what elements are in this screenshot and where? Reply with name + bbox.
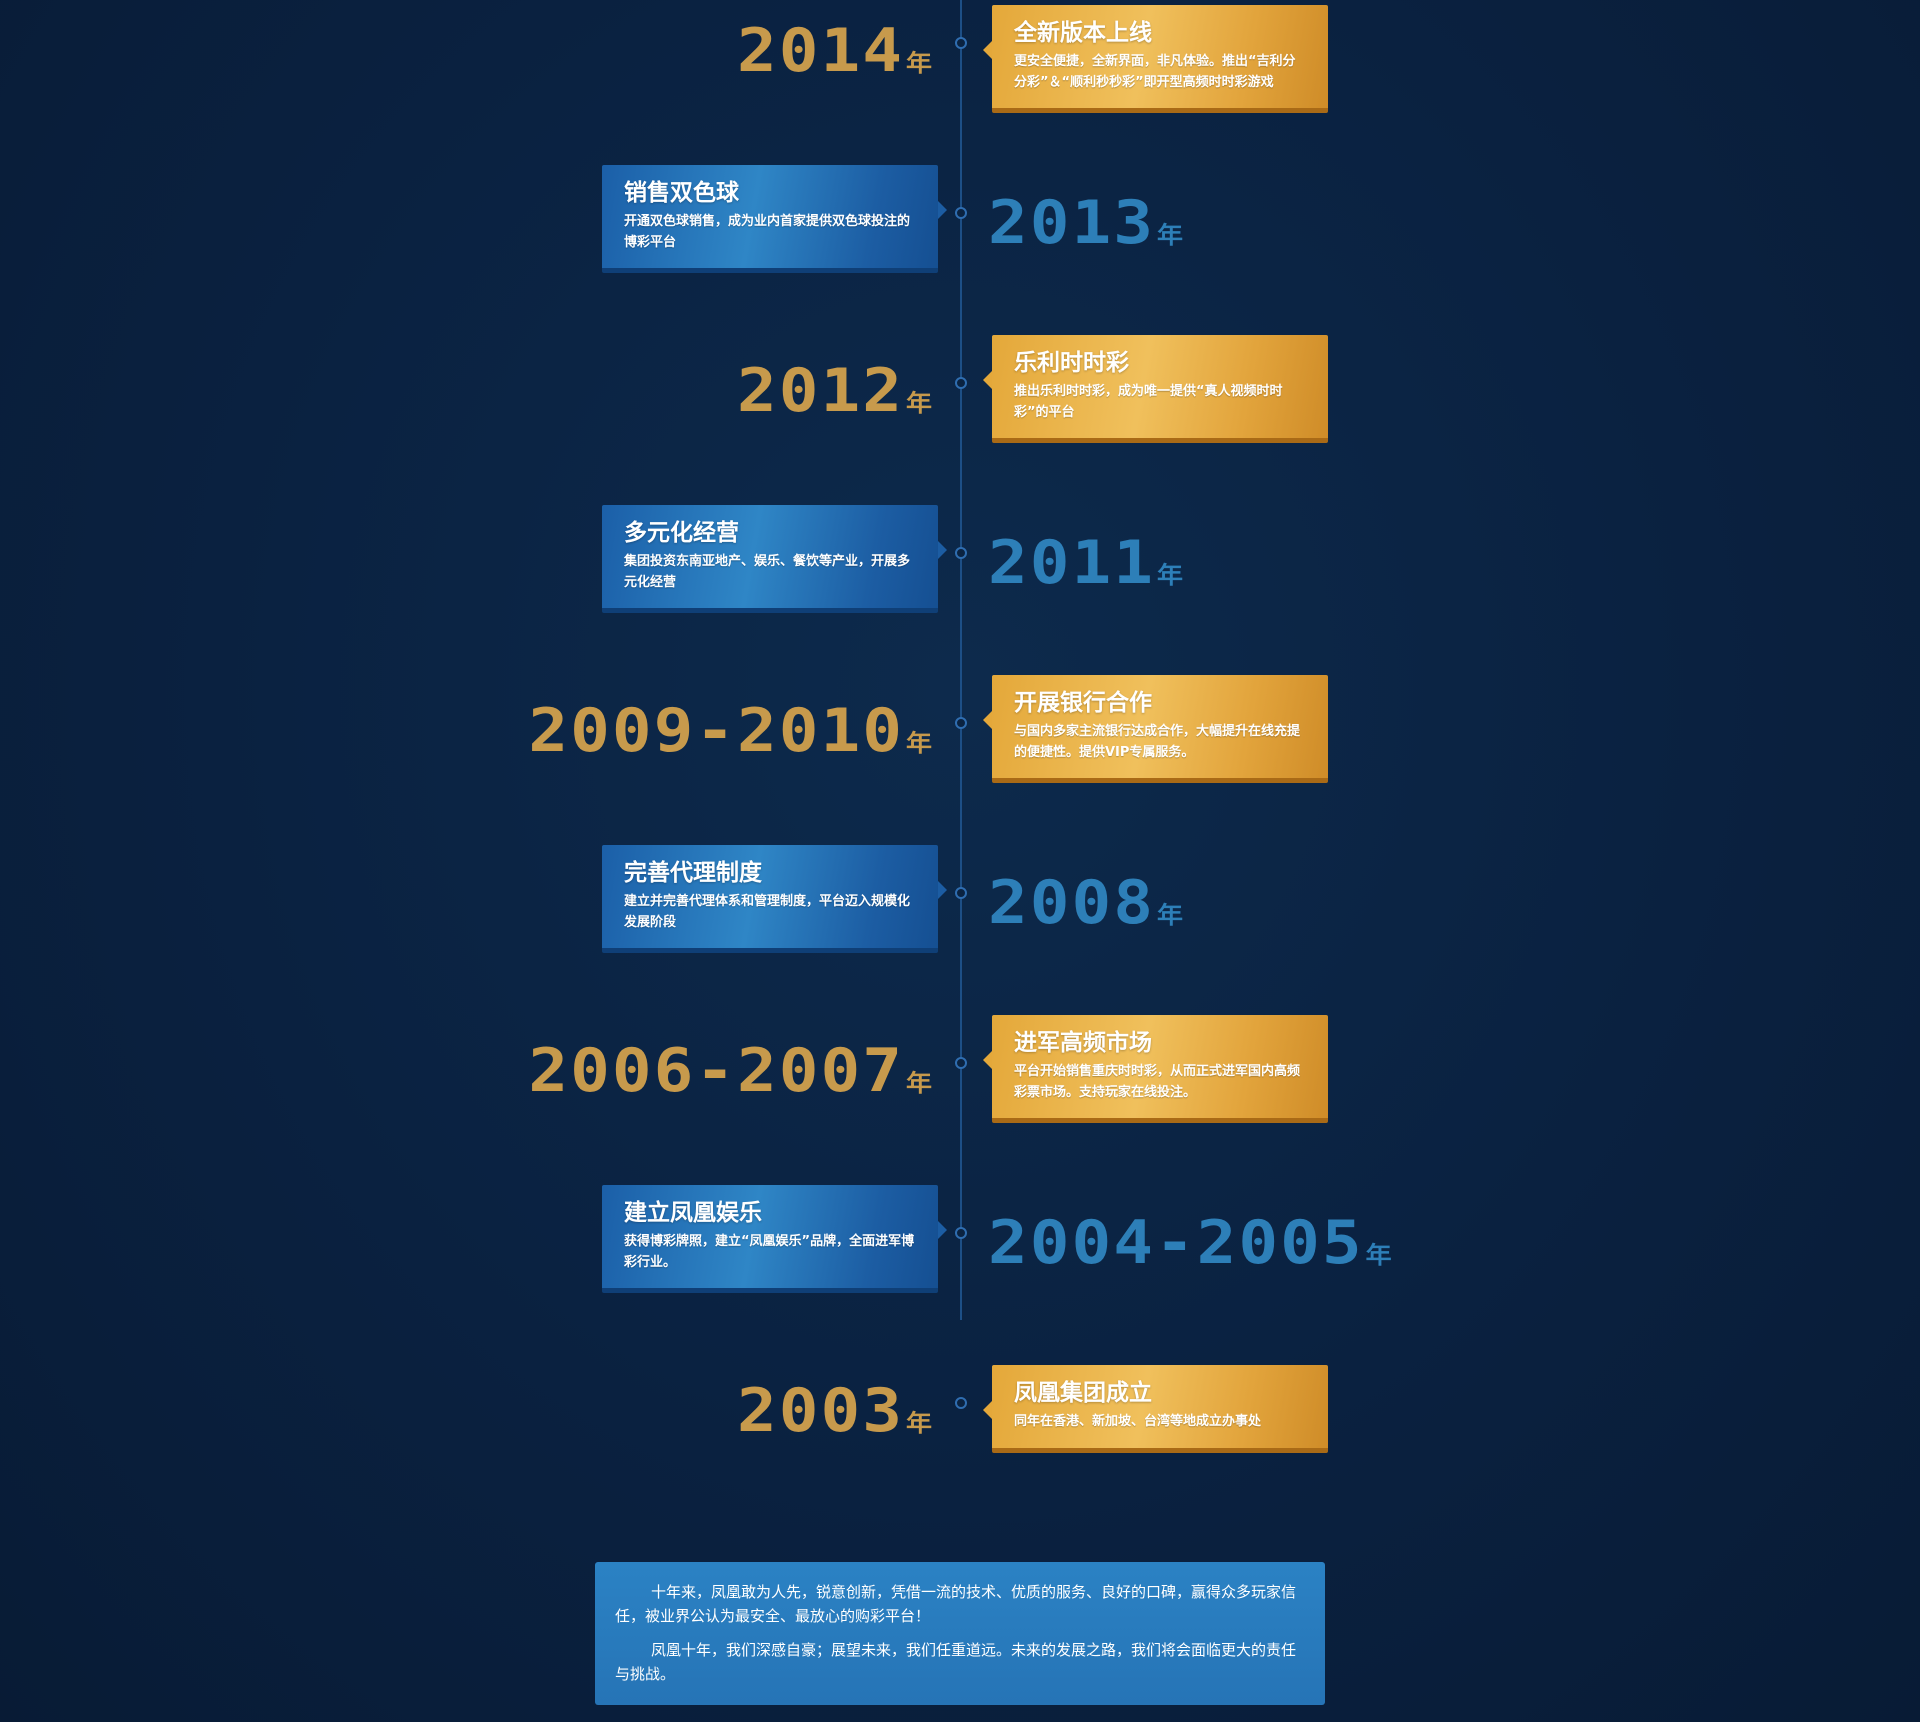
card-title: 多元化经营 [624,520,739,546]
year-label: 2003年 [737,1375,932,1446]
milestone-card: 开展银行合作 与国内多家主流银行达成合作，大幅提升在线充提的便捷性。提供VIP专… [983,675,1328,783]
milestone-card: 进军高频市场 平台开始销售重庆时时彩，从而正式进军国内高频彩票市场。支持玩家在线… [983,1015,1328,1123]
summary-paragraph-2: 凤凰十年，我们深感自豪；展望未来，我们任重道远。未来的发展之路，我们将会面临更大… [615,1641,1297,1683]
card-title: 销售双色球 [624,180,739,206]
card-desc: 与国内多家主流银行达成合作，大幅提升在线充提的便捷性。提供VIP专属服务。 [1014,724,1301,760]
timeline-axis [960,0,962,1320]
card-desc: 推出乐利时时彩，成为唯一提供“真人视频时时彩”的平台 [1014,384,1283,420]
timeline-node [955,1227,967,1239]
card-title: 全新版本上线 [1014,20,1152,46]
year-label: 2004-2005年 [988,1207,1392,1278]
timeline-node [955,1397,967,1409]
milestone-card: 完善代理制度 建立并完善代理体系和管理制度，平台迈入规模化发展阶段 [602,845,947,953]
timeline-node [955,37,967,49]
card-desc: 获得博彩牌照，建立“凤凰娱乐”品牌，全面进军博彩行业。 [624,1234,915,1270]
card-desc: 集团投资东南亚地产、娱乐、餐饮等产业，开展多元化经营 [624,554,911,590]
card-desc: 建立并完善代理体系和管理制度，平台迈入规模化发展阶段 [624,894,911,930]
card-title: 完善代理制度 [624,860,762,886]
card-desc: 更安全便捷，全新界面，非凡体验。推出“吉利分分彩”＆“顺利秒秒彩”即开型高频时时… [1014,54,1296,90]
summary-box: 十年来，凤凰敢为人先，锐意创新，凭借一流的技术、优质的服务、良好的口碑，赢得众多… [595,1562,1325,1705]
card-desc: 平台开始销售重庆时时彩，从而正式进军国内高频彩票市场。支持玩家在线投注。 [1014,1064,1301,1100]
milestone-card: 销售双色球 开通双色球销售，成为业内首家提供双色球投注的博彩平台 [602,165,947,273]
milestone-card: 凤凰集团成立 同年在香港、新加坡、台湾等地成立办事处 [983,1365,1328,1453]
milestone-card: 全新版本上线 更安全便捷，全新界面，非凡体验。推出“吉利分分彩”＆“顺利秒秒彩”… [983,5,1328,113]
year-label: 2011年 [988,527,1183,598]
milestone-card: 乐利时时彩 推出乐利时时彩，成为唯一提供“真人视频时时彩”的平台 [983,335,1328,443]
card-title: 建立凤凰娱乐 [624,1200,762,1226]
card-title: 乐利时时彩 [1014,350,1129,376]
summary-paragraph-1: 十年来，凤凰敢为人先，锐意创新，凭借一流的技术、优质的服务、良好的口碑，赢得众多… [615,1583,1297,1625]
timeline-node [955,547,967,559]
card-title: 开展银行合作 [1014,690,1152,716]
milestone-card: 多元化经营 集团投资东南亚地产、娱乐、餐饮等产业，开展多元化经营 [602,505,947,613]
milestone-card: 建立凤凰娱乐 获得博彩牌照，建立“凤凰娱乐”品牌，全面进军博彩行业。 [602,1185,947,1293]
timeline-node [955,717,967,729]
year-label: 2013年 [988,187,1183,258]
card-title: 凤凰集团成立 [1014,1380,1152,1406]
timeline-node [955,377,967,389]
card-title: 进军高频市场 [1014,1030,1152,1056]
timeline-node [955,1057,967,1069]
timeline-node [955,887,967,899]
card-desc: 开通双色球销售，成为业内首家提供双色球投注的博彩平台 [624,214,911,250]
year-label: 2012年 [737,355,932,426]
year-label: 2009-2010年 [528,695,932,766]
year-label: 2014年 [737,15,932,86]
year-label: 2008年 [988,867,1183,938]
timeline-node [955,207,967,219]
year-label: 2006-2007年 [528,1035,932,1106]
card-desc: 同年在香港、新加坡、台湾等地成立办事处 [1014,1414,1262,1429]
